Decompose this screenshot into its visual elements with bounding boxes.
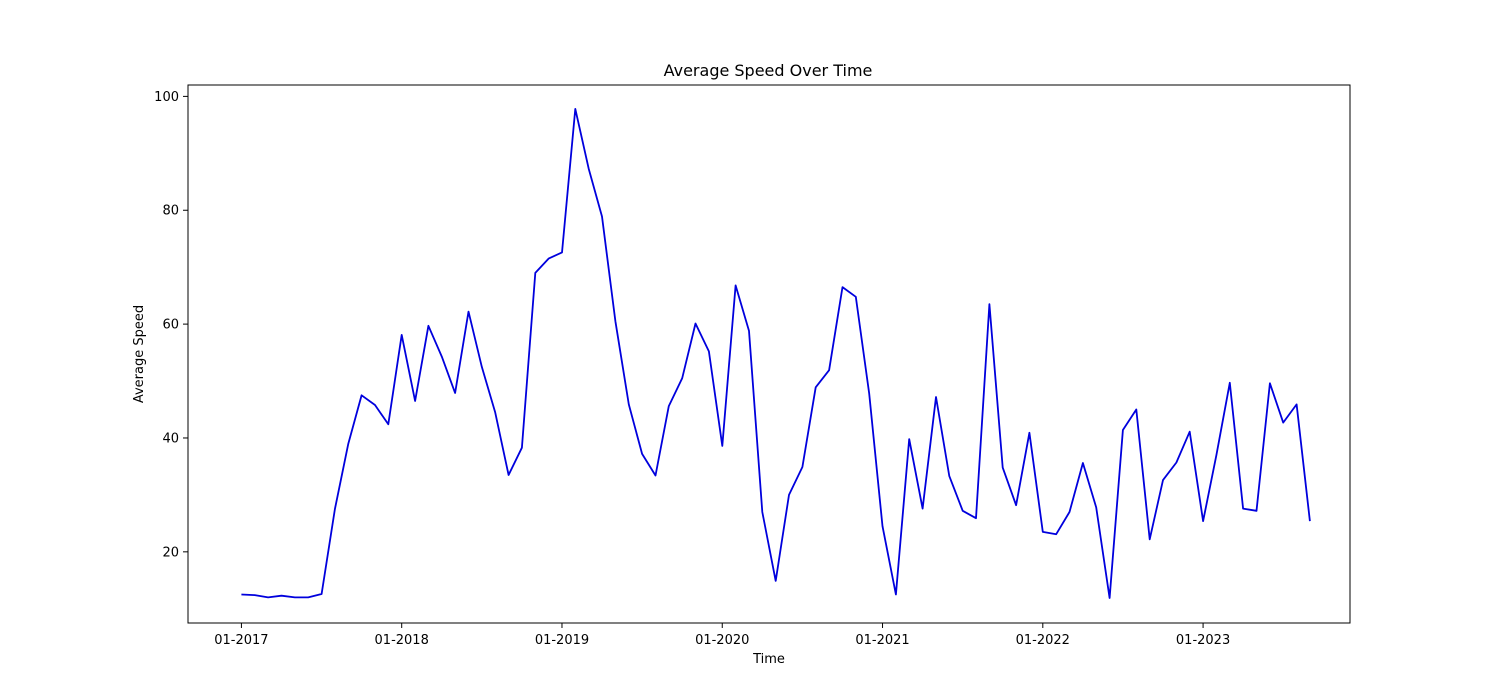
- x-tick-label: 01-2022: [1016, 633, 1070, 648]
- y-tick-label: 40: [162, 431, 179, 446]
- chart-title: Average Speed Over Time: [664, 61, 873, 80]
- y-tick-label: 80: [162, 204, 179, 219]
- y-tick-label: 100: [154, 90, 179, 105]
- x-tick-label: 01-2018: [375, 633, 429, 648]
- x-tick-label: 01-2017: [214, 633, 268, 648]
- y-axis: 20 40 60 80 100: [154, 90, 188, 560]
- y-tick-label: 20: [162, 545, 179, 560]
- y-axis-label: Average Speed: [132, 305, 147, 403]
- series-line-0: [241, 108, 1311, 599]
- x-axis-label: Time: [752, 652, 785, 667]
- x-tick-label: 01-2021: [855, 633, 909, 648]
- plot-area: [241, 108, 1311, 599]
- x-tick-label: 01-2019: [535, 633, 589, 648]
- x-tick-label: 01-2023: [1176, 633, 1230, 648]
- x-tick-label: 01-2020: [695, 633, 749, 648]
- x-axis: 01-2017 01-2018 01-2019 01-2020 01-2021 01-20…: [214, 623, 1230, 648]
- y-tick-label: 60: [162, 318, 179, 333]
- plot-frame: [187, 84, 1351, 624]
